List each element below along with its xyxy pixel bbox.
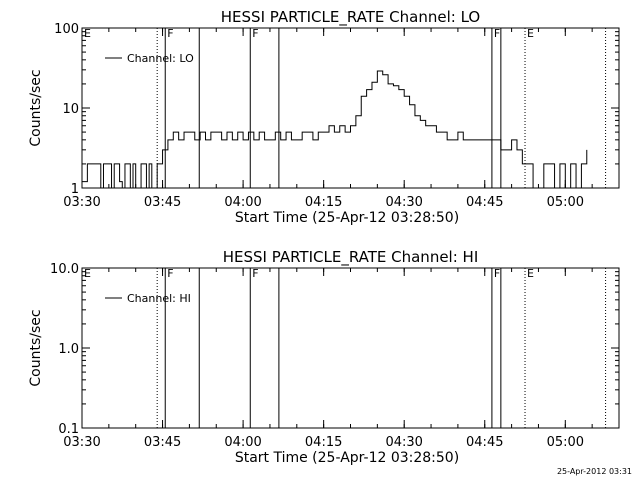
x-axis-label: Start Time (25-Apr-12 03:28:50) [235,450,459,466]
x-tick-label: 05:00 [547,435,584,450]
y-tick-label: 10.0 [50,262,79,277]
event-marker-label: F [494,267,500,280]
corner-flag-label: E [84,27,91,40]
x-tick-label: 04:15 [305,435,342,450]
event-marker-label: E [527,27,534,40]
y-axis-label: Counts/sec [28,69,44,146]
event-marker-label: F [167,267,173,280]
corner-flag-label: E [84,267,91,280]
chart-title: HESSI PARTICLE_RATE Channel: LO [221,8,480,27]
x-tick-label: 03:45 [144,435,181,450]
legend-label: Channel: HI [127,292,191,305]
print-timestamp: 25-Apr-2012 03:31 [557,467,632,476]
y-tick-label: 0.1 [58,422,79,437]
event-marker-label: F [167,27,173,40]
y-axis-label: Counts/sec [28,309,44,386]
y-tick-label: 1 [71,182,79,197]
chart-title: HESSI PARTICLE_RATE Channel: HI [223,248,479,267]
x-tick-label: 04:30 [385,195,422,210]
x-tick-label: 03:30 [63,195,100,210]
event-marker-label: F [252,27,258,40]
x-tick-label: 04:00 [224,195,261,210]
panel-hi: HESSI PARTICLE_RATE Channel: HI Counts/se… [28,248,620,466]
x-tick-label: 04:00 [224,435,261,450]
x-tick-label: 03:45 [144,195,181,210]
event-marker-label: F [252,267,258,280]
x-tick-label: 04:45 [466,195,503,210]
panel-lo: HESSI PARTICLE_RATE Channel: LO Counts/se… [28,8,620,226]
x-tick-label: 04:15 [305,195,342,210]
y-tick-label: 10 [62,102,79,117]
legend-label: Channel: LO [127,52,194,65]
series-line-channel-lo [82,70,588,189]
y-tick-label: 100 [54,22,79,37]
event-marker-label: F [494,27,500,40]
x-axis-label: Start Time (25-Apr-12 03:28:50) [235,210,459,226]
x-tick-label: 04:30 [385,435,422,450]
x-tick-label: 04:45 [466,435,503,450]
x-tick-label: 05:00 [547,195,584,210]
y-tick-label: 1.0 [58,342,79,357]
event-marker-label: E [527,267,534,280]
x-tick-label: 03:30 [63,435,100,450]
